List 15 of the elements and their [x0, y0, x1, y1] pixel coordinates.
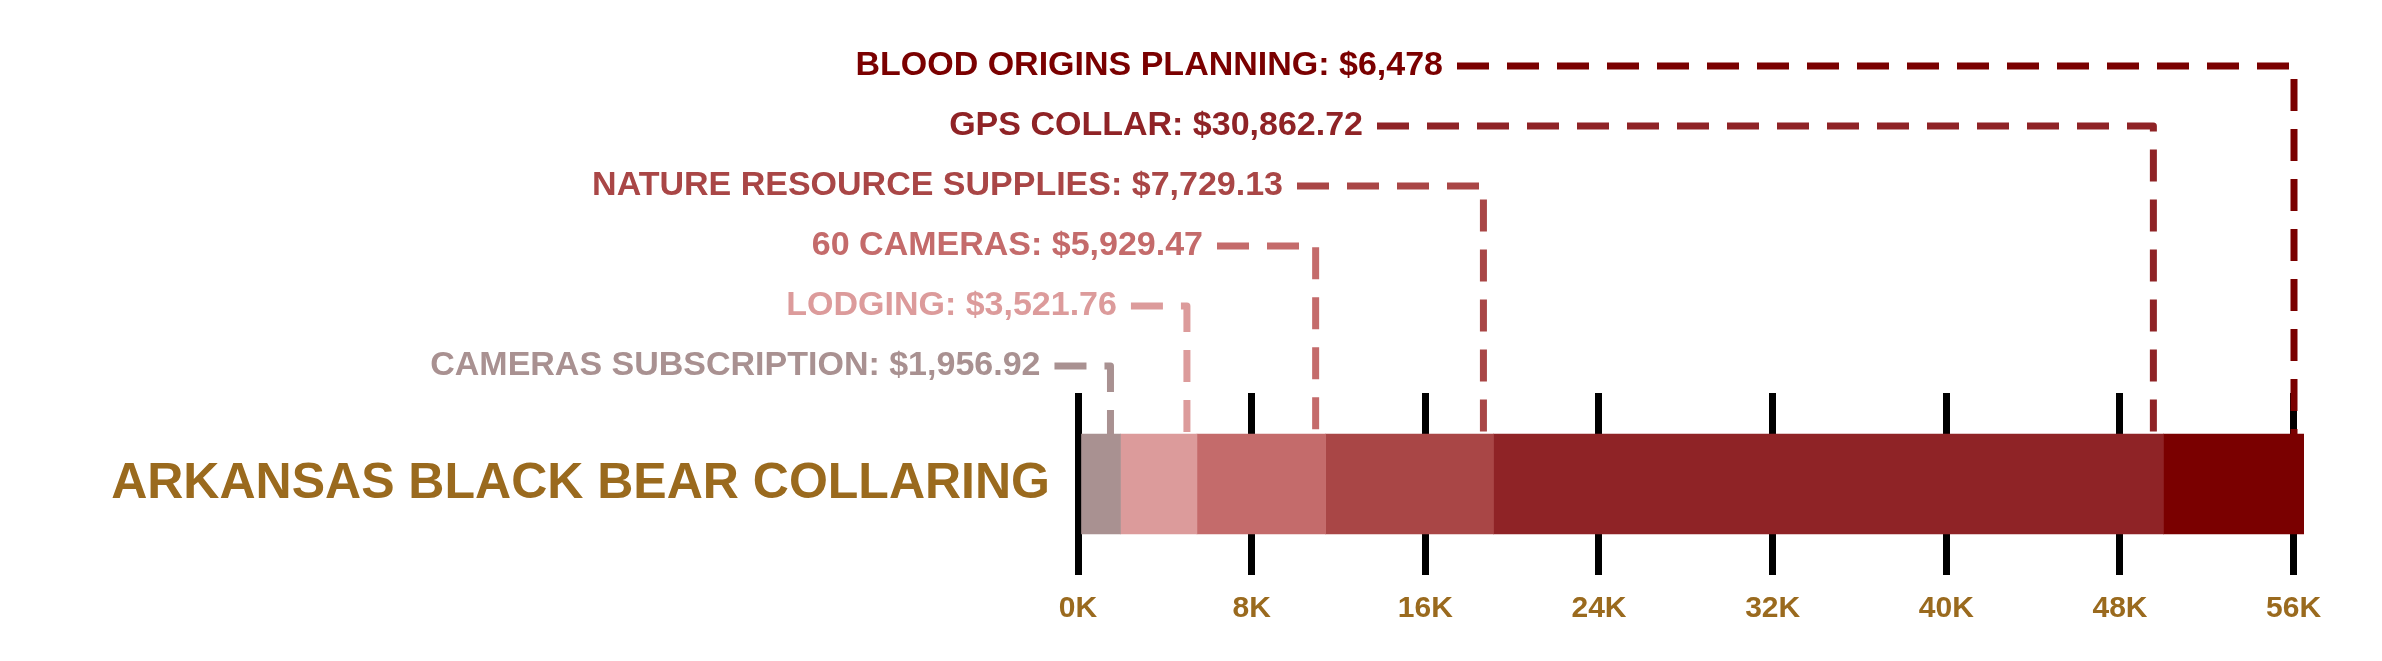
text: CAMERAS SUBSCRIPTION: $1,956.92 [430, 344, 1041, 383]
x-tick-label: 32K [1745, 590, 1801, 624]
text: 60 CAMERAS: $5,929.47 [811, 224, 1203, 263]
x-tick-label: 0K [1058, 590, 1098, 624]
x-tick-label: 56K [2266, 590, 2322, 624]
x-tick-label: 24K [1571, 590, 1627, 624]
text: NATURE RESOURCE SUPPLIES: $7,729.13 [592, 164, 1283, 203]
text: BLOOD ORIGINS PLANNING: $6,478 [855, 44, 1443, 83]
text: GPS COLLAR: $30,862.72 [949, 104, 1363, 143]
x-tick-label: 48K [2092, 590, 2148, 624]
x-tick-label: 40K [1918, 590, 1975, 624]
x-tick-label: 8K [1232, 590, 1272, 624]
x-tick-label: 16K [1397, 590, 1454, 624]
text: LODGING: $3,521.76 [786, 284, 1117, 323]
y-tick-label: ARKANSAS BLACK BEAR COLLARING [111, 452, 1050, 509]
